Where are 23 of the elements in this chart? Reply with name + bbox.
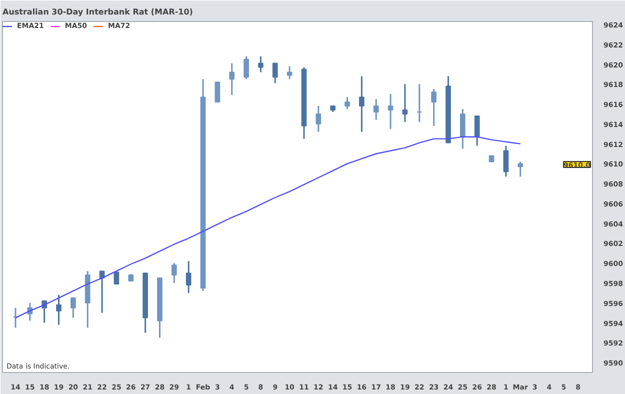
candlestick: [518, 160, 524, 178]
candlestick: [172, 262, 177, 284]
candlestick: [344, 96, 350, 110]
candlestick: [431, 88, 436, 127]
candlestick: [272, 62, 278, 84]
candlestick: [114, 272, 120, 285]
candlestick: [229, 62, 235, 96]
candlestick: [503, 145, 509, 178]
candlestick: [244, 56, 249, 80]
chart-title: Australian 30-Day Interbank Rat (MAR-10): [2, 8, 193, 16]
candlestick: [186, 260, 192, 294]
candlestick: [286, 65, 292, 80]
candlestick: [214, 82, 220, 103]
candlestick: [474, 115, 480, 147]
candlestick: [402, 83, 408, 123]
candlestick: [70, 297, 76, 319]
candlestick: [359, 75, 364, 133]
candlestick: [460, 108, 466, 150]
candlestick: [388, 93, 394, 130]
candlestick: [258, 56, 264, 73]
candlestick: [56, 294, 62, 326]
candlestick: [316, 105, 322, 133]
candlestick: [373, 98, 379, 121]
